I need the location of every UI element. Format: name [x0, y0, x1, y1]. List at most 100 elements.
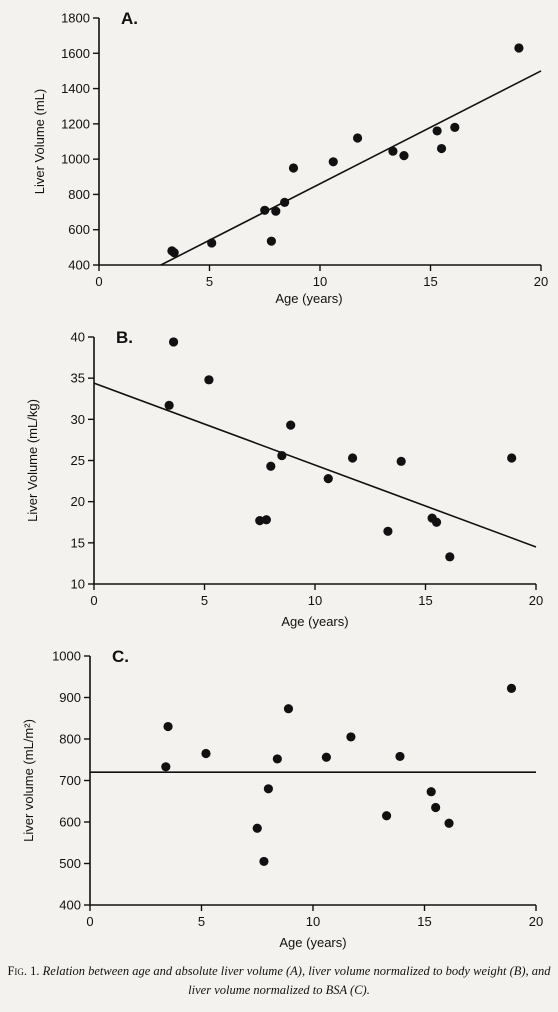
y-tick-label: 500: [59, 856, 81, 871]
data-point: [266, 236, 276, 246]
y-tick-label: 900: [59, 690, 81, 705]
data-point: [263, 784, 273, 794]
data-point: [280, 197, 290, 207]
data-point: [288, 163, 299, 173]
x-tick-label: 10: [313, 274, 327, 289]
y-tick-label: 35: [71, 371, 85, 386]
chart-panel-b: 10 15 20 25 30 35 40 0 5 10 15 20 B. Age (years) Liver…: [25, 328, 543, 629]
data-point: [436, 143, 447, 154]
x-tick-label: 10: [306, 914, 320, 929]
data-point: [261, 515, 271, 525]
data-point: [277, 450, 287, 461]
y-tick-label: 1800: [61, 11, 90, 26]
data-point: [260, 205, 270, 215]
data-point: [272, 754, 282, 764]
y-tick-label: 700: [59, 773, 81, 788]
x-tick-label: 5: [198, 914, 205, 929]
y-tick-label: 30: [71, 412, 85, 427]
regression-line: [160, 70, 542, 266]
data-point: [286, 420, 296, 430]
y-tick-label: 1400: [61, 81, 90, 96]
x-tick-label: 15: [417, 914, 431, 929]
x-tick-label: 5: [206, 274, 213, 289]
y-tick-label: 600: [68, 222, 90, 237]
y-axis-title: Liver volume (mL/m²): [21, 719, 36, 842]
data-point: [347, 453, 358, 463]
data-point: [383, 526, 393, 536]
y-axis-title: Liver Volume (mL/kg): [25, 399, 40, 522]
data-point: [399, 151, 409, 161]
x-tick-label: 20: [534, 274, 548, 289]
x-tick-label: 0: [90, 593, 97, 608]
y-tick-label: 800: [59, 732, 81, 747]
y-tick-label: 25: [71, 453, 85, 468]
y-tick-label: 400: [59, 898, 81, 913]
figure-caption: Fig. 1. Relation between age and absolut…: [0, 962, 558, 1000]
caption-figure-label: Fig. 1.: [7, 964, 40, 978]
chart-panel-c: 400 500 600 700 800 900 1000 0 5 10 15 20 C. Age (yea…: [21, 647, 543, 950]
x-tick-label: 10: [308, 593, 322, 608]
data-point: [444, 818, 454, 828]
data-point: [323, 474, 333, 484]
data-point: [450, 122, 460, 132]
data-point: [381, 811, 392, 821]
y-tick-label: 15: [71, 535, 85, 550]
x-tick-label: 20: [529, 914, 543, 929]
y-tick-label: 20: [71, 494, 85, 509]
y-tick-label: 10: [71, 577, 85, 592]
data-point: [426, 787, 436, 797]
x-axis-title: Age (years): [279, 935, 346, 950]
data-point: [266, 461, 276, 471]
y-axis-title: Liver Volume (mL): [32, 89, 47, 194]
y-tick-label: 1200: [61, 116, 90, 131]
data-point: [396, 456, 406, 466]
x-tick-label: 0: [86, 914, 93, 929]
data-point: [163, 721, 173, 732]
data-point: [514, 43, 524, 53]
data-point: [352, 133, 363, 143]
data-point: [328, 157, 338, 167]
x-tick-label: 15: [423, 274, 437, 289]
y-tick-label: 600: [59, 815, 81, 830]
y-tick-label: 1600: [61, 46, 90, 61]
x-axis-title: Age (years): [275, 291, 342, 306]
data-point: [395, 751, 405, 762]
data-point: [346, 732, 356, 742]
data-point: [207, 238, 217, 248]
y-tick-label: 40: [71, 330, 85, 345]
data-point: [431, 802, 441, 813]
data-point: [431, 517, 442, 527]
x-axis-title: Age (years): [281, 614, 348, 629]
x-tick-label: 5: [201, 593, 208, 608]
data-point: [283, 704, 294, 714]
data-point: [507, 453, 517, 463]
x-tick-label: 15: [418, 593, 432, 608]
data-point: [388, 146, 398, 156]
data-point: [506, 683, 517, 693]
panel-label: B.: [116, 328, 133, 347]
data-point: [321, 752, 331, 762]
chart-panel-a: 400 600 800 1000 1200 1400 1600 1800 0 5 10 15 20 A. A…: [32, 9, 548, 306]
data-point: [252, 823, 262, 833]
data-point: [161, 762, 171, 772]
y-tick-label: 400: [68, 258, 90, 273]
x-tick-label: 0: [95, 274, 102, 289]
y-tick-label: 1000: [52, 649, 81, 664]
data-point: [204, 375, 214, 385]
panel-label: C.: [112, 647, 129, 666]
data-point: [432, 126, 442, 136]
x-tick-label: 20: [529, 593, 543, 608]
data-point: [259, 856, 269, 867]
data-point: [445, 552, 455, 562]
panel-label: A.: [121, 9, 138, 28]
data-point: [169, 248, 179, 258]
regression-line: [93, 382, 537, 548]
y-tick-label: 1000: [61, 152, 90, 167]
data-point: [164, 400, 174, 410]
data-point: [201, 748, 211, 759]
y-tick-label: 800: [68, 187, 90, 202]
caption-text: Relation between age and absolute liver …: [42, 964, 551, 997]
data-point: [271, 206, 281, 216]
data-point: [168, 337, 179, 347]
